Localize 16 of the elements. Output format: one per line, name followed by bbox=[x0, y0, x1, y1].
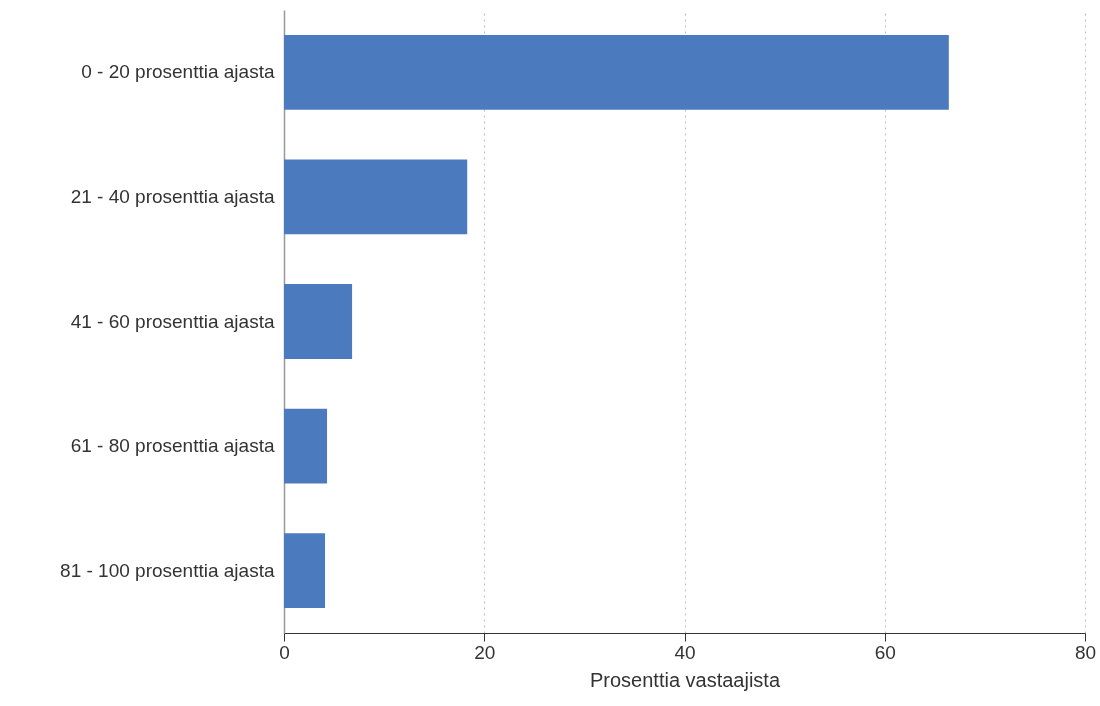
bar bbox=[284, 284, 353, 359]
bar bbox=[284, 159, 468, 235]
y-tick-label: 81 - 100 prosenttia ajasta bbox=[60, 559, 275, 581]
x-tick-label: 0 bbox=[279, 641, 290, 663]
x-tick-label: 80 bbox=[1074, 641, 1097, 663]
x-tick-label: 40 bbox=[674, 641, 696, 663]
y-tick-label: 0 - 20 prosenttia ajasta bbox=[81, 61, 275, 83]
bar bbox=[284, 34, 949, 110]
y-tick-label: 61 - 80 prosenttia ajasta bbox=[70, 435, 275, 457]
y-tick-label: 41 - 60 prosenttia ajasta bbox=[70, 310, 275, 332]
x-tick-label: 20 bbox=[474, 641, 496, 663]
bar bbox=[284, 408, 328, 484]
x-tick-label: 60 bbox=[874, 641, 896, 663]
y-tick-label: 21 - 40 prosenttia ajasta bbox=[70, 185, 275, 207]
bar bbox=[284, 533, 326, 609]
x-axis-title: Prosenttia vastaajista bbox=[589, 668, 781, 691]
